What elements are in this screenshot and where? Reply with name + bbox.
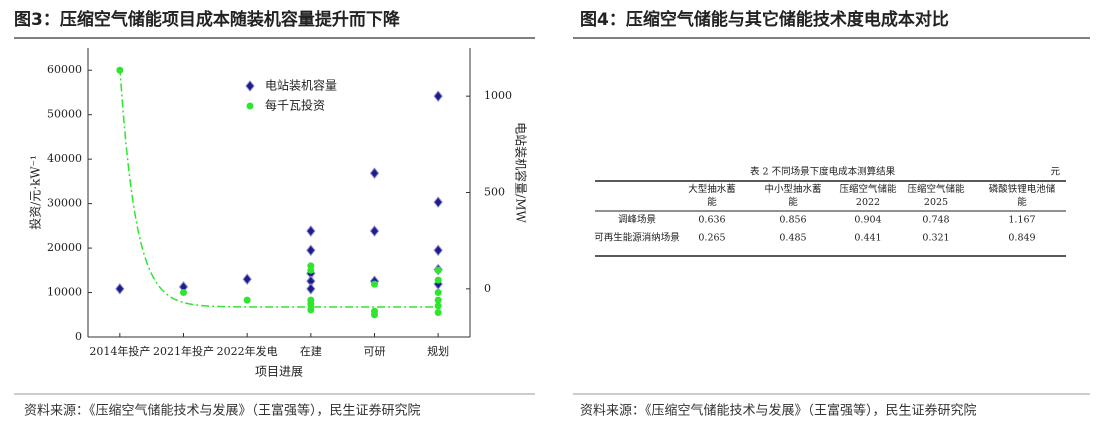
point xyxy=(243,296,251,304)
table-header: 磷酸铁锂电池储能 xyxy=(989,183,1056,208)
table-caption: 表 2 不同场景下度电成本测算结果 xyxy=(750,166,896,178)
table-row-label: 可再生能源消纳场景 xyxy=(594,232,680,244)
y2-axis-label: 电站装机容量/MW xyxy=(514,122,529,223)
point xyxy=(371,311,378,319)
x-tick-label: 规划 xyxy=(427,344,449,358)
table-cell: 0.748 xyxy=(922,215,949,226)
table-header: 压缩空气储能 2022 xyxy=(839,183,897,208)
source: 资料来源：《压缩空气储能技术与发展》（王富强等），民生证券研究院 xyxy=(580,403,977,419)
y-tick-label: 60000 xyxy=(47,63,82,76)
figure-title: 图4：压缩空气储能与其它储能技术度电成本对比 xyxy=(580,9,949,30)
y-axis-label: 投资/元·kW⁻¹ xyxy=(28,155,43,230)
x-tick-label: 2014年投产 xyxy=(89,344,150,358)
table-header: 中小型抽水蓄能 xyxy=(764,183,821,208)
table-cell: 0.904 xyxy=(854,215,881,226)
table-cell: 1.167 xyxy=(1008,215,1035,226)
y-tick-label: 50000 xyxy=(47,108,82,121)
y2-tick-label: 0 xyxy=(484,282,491,295)
trend-line xyxy=(119,67,438,308)
x-axis-label: 项目进展 xyxy=(255,365,303,379)
table-header: 大型抽水蓄能 xyxy=(688,183,736,208)
y-tick-label: 0 xyxy=(75,330,82,343)
y2-tick-label: 500 xyxy=(484,186,505,199)
point xyxy=(306,283,316,295)
x-tick-label: 在建 xyxy=(300,344,322,358)
table-header: 压缩空气储能 2025 xyxy=(907,183,965,208)
table-cell: 0.321 xyxy=(922,233,949,244)
point xyxy=(369,225,380,237)
legend-marker xyxy=(246,102,254,110)
table-cell: 0.485 xyxy=(779,233,806,244)
table-row-label: 调峰场景 xyxy=(618,215,656,226)
table-cell: 0.849 xyxy=(1008,233,1035,244)
source: 资料来源：《压缩空气储能技术与发展》（王富强等），民生证券研究院 xyxy=(24,403,421,419)
point xyxy=(307,266,315,274)
table-cell: 0.265 xyxy=(698,233,725,244)
point xyxy=(369,167,380,180)
point xyxy=(242,273,252,286)
legend-label: 电站装机容量 xyxy=(265,78,337,93)
y-tick-label: 20000 xyxy=(47,241,82,254)
point xyxy=(434,302,442,310)
point xyxy=(115,283,125,295)
point xyxy=(433,196,443,208)
point xyxy=(306,225,316,237)
point xyxy=(116,66,124,74)
table-cell: 0.636 xyxy=(698,215,725,226)
x-tick-label: 2021年投产 xyxy=(153,344,214,358)
point xyxy=(434,296,442,304)
point xyxy=(371,280,378,288)
x-tick-label: 可研 xyxy=(364,345,386,358)
legend-marker xyxy=(245,80,255,92)
table-cell: 0.441 xyxy=(854,233,881,244)
figure-title: 图3：压缩空气储能项目成本随装机容量提升而下降 xyxy=(14,9,401,30)
legend-label: 每千瓦投资 xyxy=(265,98,325,113)
x-tick-label: 2022年发电 xyxy=(217,344,278,358)
y-tick-label: 10000 xyxy=(47,286,82,299)
point xyxy=(434,266,442,274)
table-cell: 0.856 xyxy=(779,215,806,226)
y2-tick-label: 1000 xyxy=(484,89,512,102)
point xyxy=(307,300,315,308)
point xyxy=(434,309,442,317)
point xyxy=(433,244,443,257)
y-tick-label: 40000 xyxy=(47,152,82,165)
point xyxy=(434,289,442,297)
point xyxy=(306,244,316,257)
point xyxy=(434,276,442,284)
table-unit: 元 xyxy=(1050,167,1060,178)
y-tick-label: 30000 xyxy=(47,197,82,210)
point xyxy=(180,289,187,297)
point xyxy=(307,306,315,314)
point xyxy=(433,90,443,102)
